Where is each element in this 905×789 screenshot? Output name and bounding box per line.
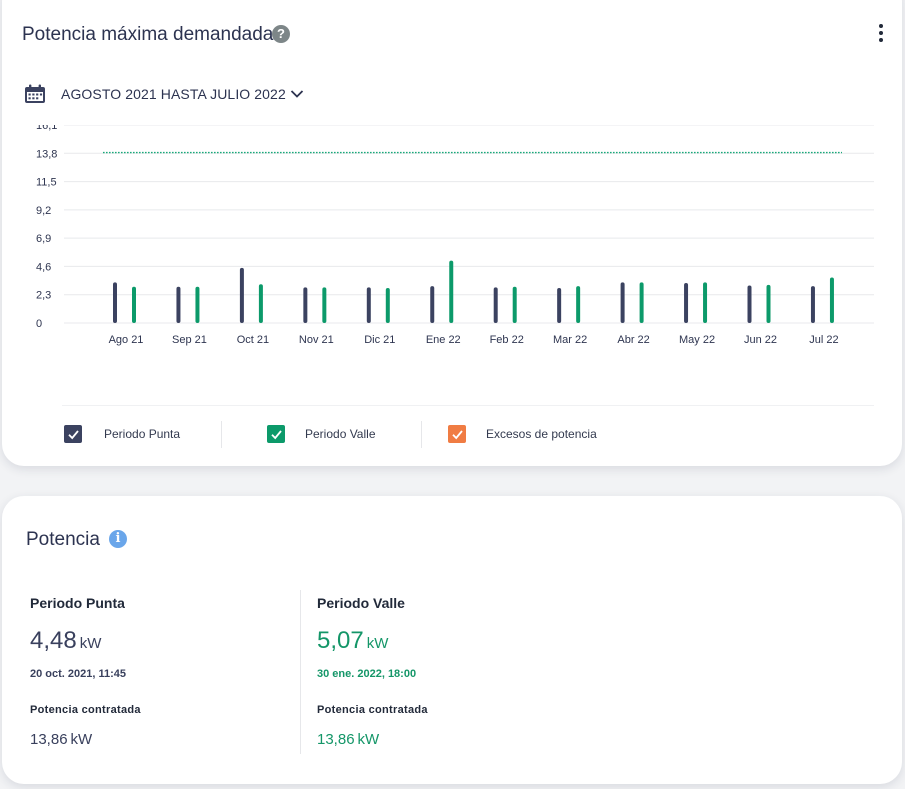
y-tick-label: 16,1: [36, 125, 57, 132]
y-tick-label: 9,2: [36, 205, 51, 217]
punta-contract-label: Potencia contratada: [30, 704, 141, 716]
punta-value-unit: kW: [79, 635, 102, 652]
valle-title: Periodo Valle: [317, 595, 405, 611]
more-vertical-icon[interactable]: [872, 22, 890, 44]
legend-separator: [221, 421, 222, 448]
bar-valle: [766, 284, 771, 323]
checkbox-icon: [448, 425, 466, 443]
bar-punta: [684, 283, 689, 323]
punta-contract-number: 13,86: [30, 731, 68, 748]
bar-valle: [385, 287, 390, 323]
punta-title: Periodo Punta: [30, 595, 125, 611]
chevron-down-icon: [290, 90, 303, 98]
bar-valle: [195, 286, 200, 323]
bar-punta: [176, 286, 181, 323]
legend-label-punta: Periodo Punta: [104, 427, 181, 441]
demand-card: Potencia máxima demandada ? AGOSTO 2021 …: [2, 0, 902, 466]
x-tick-label: Ene 22: [426, 334, 461, 346]
demand-chart: 0 2,3 4,6 6,9 9,2 11,5 13,8 16,1 Ago 21 Sep 21 Oct…: [36, 125, 874, 346]
bar-valle: [829, 277, 834, 323]
y-tick-label: 4,6: [36, 261, 51, 273]
punta-timestamp: 20 oct. 2021, 11:45: [30, 668, 127, 680]
x-tick-label: May 22: [679, 334, 715, 346]
bar-valle: [132, 286, 136, 323]
bar-punta: [747, 285, 752, 323]
bar-punta: [239, 267, 244, 323]
bar-valle: [639, 282, 644, 323]
checkbox-icon: [64, 425, 82, 443]
x-tick-label: Dic 21: [364, 334, 395, 346]
column-divider: [300, 590, 301, 754]
legend-label-valle: Periodo Valle: [305, 427, 376, 441]
bar-punta: [430, 286, 435, 323]
bar-punta: [620, 282, 625, 323]
punta-max-value: 4,48 kW: [30, 627, 101, 655]
x-tick-label: Nov 21: [299, 334, 334, 346]
bar-valle: [258, 284, 263, 323]
bar-punta: [303, 287, 308, 323]
x-tick-label: Oct 21: [237, 334, 269, 346]
valle-contract-number: 13,86: [317, 731, 355, 748]
x-tick-label: Mar 22: [553, 334, 587, 346]
x-tick-label: Feb 22: [490, 334, 524, 346]
bar-punta: [810, 286, 815, 323]
valle-value-number: 5,07: [317, 627, 364, 654]
valle-value-unit: kW: [366, 635, 389, 652]
valle-timestamp: 30 ene. 2022, 18:00: [317, 668, 417, 680]
bar-punta: [557, 287, 562, 323]
valle-contract-label: Potencia contratada: [317, 704, 428, 716]
x-tick-label: Jul 22: [809, 334, 838, 346]
bar-valle: [512, 286, 517, 323]
y-tick-label: 0: [36, 318, 42, 330]
bar-valle: [322, 287, 327, 323]
y-tick-label: 11,5: [36, 177, 57, 189]
legend-label-excesos: Excesos de potencia: [486, 427, 597, 441]
valle-contract-value: 13,86 kW: [317, 731, 379, 748]
checkbox-icon: [267, 425, 285, 443]
bar-valle: [449, 260, 454, 323]
period-selector[interactable]: AGOSTO 2021 HASTA JULIO 2022: [22, 80, 304, 108]
legend-divider: [62, 405, 874, 406]
bar-punta: [366, 287, 371, 323]
power-card-title: Potencia: [26, 529, 100, 550]
bar-valle: [703, 282, 708, 323]
legend-separator: [421, 421, 422, 448]
legend-item-excesos[interactable]: Excesos de potencia: [448, 421, 597, 447]
y-tick-label: 13,8: [36, 148, 57, 160]
calendar-icon: [25, 84, 45, 103]
bar-punta: [493, 287, 498, 323]
valle-max-value: 5,07 kW: [317, 627, 388, 655]
punta-value-number: 4,48: [30, 627, 77, 654]
punta-contract-unit: kW: [70, 731, 93, 748]
bar-punta: [113, 282, 117, 323]
info-icon[interactable]: i: [109, 530, 127, 548]
y-tick-label: 6,9: [36, 233, 51, 245]
punta-contract-value: 13,86 kW: [30, 731, 92, 748]
y-tick-label: 2,3: [36, 290, 51, 302]
demand-card-title: Potencia máxima demandada: [22, 24, 274, 45]
x-tick-label: Abr 22: [617, 334, 649, 346]
period-label: AGOSTO 2021 HASTA JULIO 2022: [61, 86, 286, 102]
x-tick-label: Jun 22: [744, 334, 777, 346]
power-card: Potencia i Periodo Punta 4,48 kW 20 oct. …: [2, 496, 902, 784]
bar-valle: [576, 286, 581, 323]
help-icon[interactable]: ?: [272, 25, 290, 43]
valle-contract-unit: kW: [357, 731, 380, 748]
x-tick-label: Sep 21: [172, 334, 207, 346]
legend-item-valle[interactable]: Periodo Valle: [267, 421, 376, 447]
x-tick-label: Ago 21: [109, 334, 144, 346]
legend-item-punta[interactable]: Periodo Punta: [64, 421, 180, 447]
